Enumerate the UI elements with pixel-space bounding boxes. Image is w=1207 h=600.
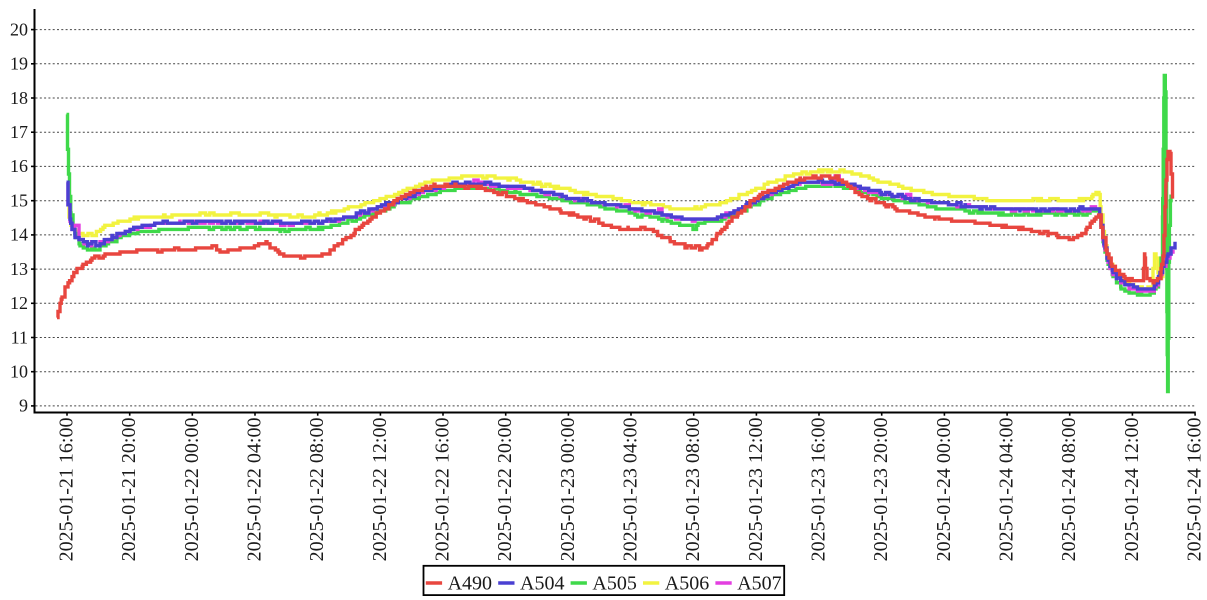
svg-text:19: 19 — [10, 54, 28, 74]
svg-text:2025-01-22 04:00: 2025-01-22 04:00 — [244, 418, 266, 562]
svg-text:17: 17 — [10, 122, 28, 142]
svg-text:2025-01-23 04:00: 2025-01-23 04:00 — [620, 418, 642, 562]
svg-text:2025-01-23 12:00: 2025-01-23 12:00 — [745, 418, 767, 562]
svg-text:2025-01-22 16:00: 2025-01-22 16:00 — [432, 418, 454, 562]
svg-text:12: 12 — [10, 293, 28, 313]
svg-text:A506: A506 — [665, 572, 709, 594]
svg-text:A490: A490 — [448, 572, 492, 594]
svg-text:16: 16 — [10, 156, 28, 176]
svg-text:2025-01-22 12:00: 2025-01-22 12:00 — [369, 418, 391, 562]
svg-text:15: 15 — [10, 191, 28, 211]
svg-text:2025-01-22 00:00: 2025-01-22 00:00 — [181, 418, 203, 562]
svg-text:14: 14 — [10, 225, 28, 245]
svg-text:2025-01-21 16:00: 2025-01-21 16:00 — [56, 418, 78, 562]
svg-text:2025-01-24 12:00: 2025-01-24 12:00 — [1121, 418, 1143, 562]
svg-text:2025-01-24 00:00: 2025-01-24 00:00 — [933, 418, 955, 562]
svg-text:2025-01-24 16:00: 2025-01-24 16:00 — [1184, 418, 1206, 562]
svg-text:20: 20 — [10, 19, 28, 39]
svg-text:2025-01-24 04:00: 2025-01-24 04:00 — [996, 418, 1018, 562]
svg-text:10: 10 — [10, 362, 28, 382]
svg-text:A507: A507 — [737, 572, 781, 594]
svg-text:2025-01-23 00:00: 2025-01-23 00:00 — [557, 418, 579, 562]
svg-text:2025-01-24 08:00: 2025-01-24 08:00 — [1058, 418, 1080, 562]
svg-text:2025-01-23 16:00: 2025-01-23 16:00 — [808, 418, 830, 562]
svg-text:18: 18 — [10, 88, 28, 108]
svg-text:13: 13 — [10, 259, 28, 279]
svg-text:2025-01-23 20:00: 2025-01-23 20:00 — [870, 418, 892, 562]
svg-text:11: 11 — [11, 327, 28, 347]
svg-text:A505: A505 — [592, 572, 636, 594]
svg-text:9: 9 — [19, 396, 28, 416]
svg-text:2025-01-21 20:00: 2025-01-21 20:00 — [118, 418, 140, 562]
svg-text:A504: A504 — [520, 572, 564, 594]
svg-text:2025-01-22 20:00: 2025-01-22 20:00 — [494, 418, 516, 562]
svg-text:2025-01-23 08:00: 2025-01-23 08:00 — [682, 418, 704, 562]
svg-text:2025-01-22 08:00: 2025-01-22 08:00 — [306, 418, 328, 562]
